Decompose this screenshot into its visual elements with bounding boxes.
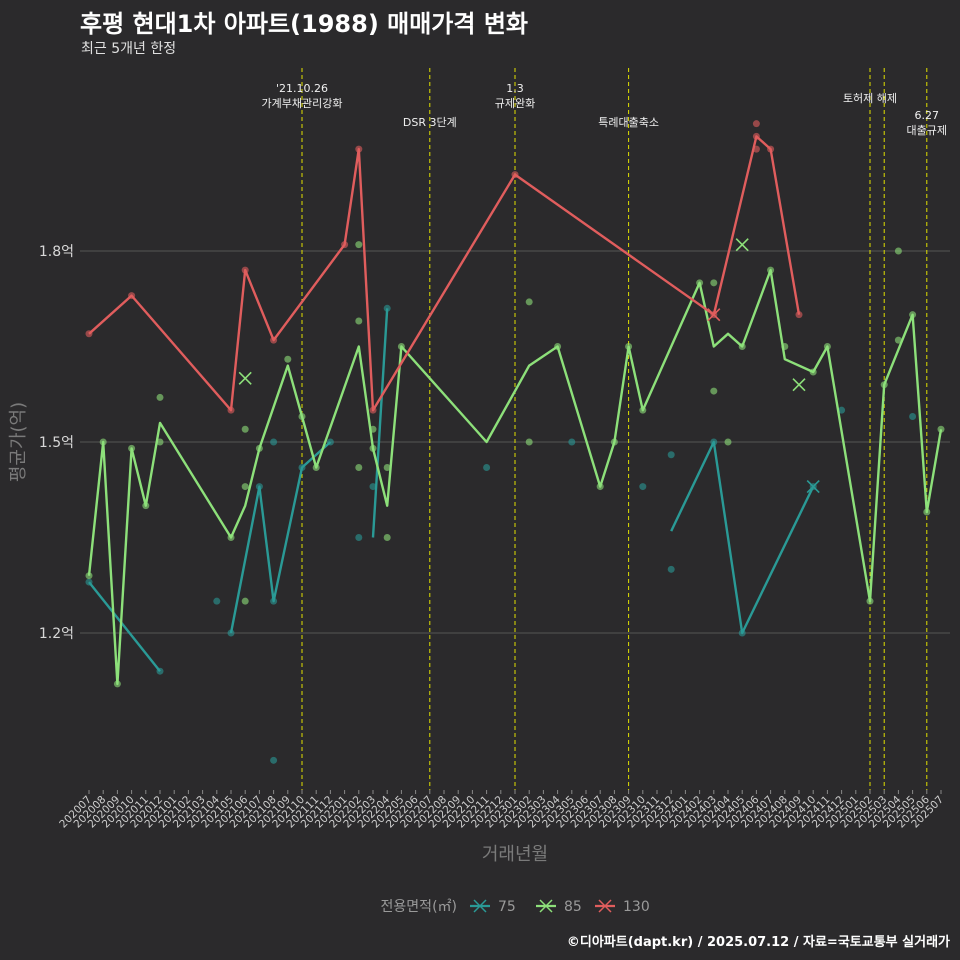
legend-item-130: 130	[595, 899, 650, 915]
legend-title: 전용면적(㎡)	[381, 899, 457, 915]
y-tick-label: 1.8억	[39, 244, 74, 260]
cross-marker-85	[735, 238, 749, 252]
y-tick-label: 1.5억	[39, 435, 74, 451]
data-point-85	[710, 279, 718, 287]
data-point-75	[483, 463, 491, 471]
data-point-85	[284, 355, 292, 363]
chart-title: 후평 현대1차 아파트(1988) 매매가격 변화	[80, 10, 528, 38]
data-point-85	[241, 597, 249, 605]
cross-marker-85	[792, 378, 806, 392]
legend-label: 130	[623, 899, 650, 915]
data-point-130	[752, 120, 760, 128]
y-axis-title: 평균가(억)	[8, 402, 29, 482]
x-axis-title: 거래년월	[482, 844, 548, 865]
data-point-75	[667, 451, 675, 459]
data-point-85	[383, 463, 391, 471]
data-point-85	[525, 438, 533, 446]
data-point-75	[383, 304, 391, 312]
data-point-75	[639, 483, 647, 491]
legend-key-cross	[598, 899, 612, 913]
data-point-75	[568, 438, 576, 446]
series-line-75	[670, 440, 815, 635]
legend-item-85: 85	[536, 899, 582, 915]
y-tick-label: 1.2억	[39, 626, 74, 642]
event-label: 6.27 대출규제	[907, 109, 947, 137]
cross-marker-85	[238, 371, 252, 385]
cross-stroke	[792, 378, 806, 392]
data-point-75	[213, 597, 221, 605]
data-point-75	[667, 565, 675, 573]
data-point-85	[156, 438, 164, 446]
data-point-85	[383, 534, 391, 542]
cross-marker-75	[806, 480, 820, 494]
series-line-75	[88, 581, 161, 672]
data-point-85	[355, 241, 363, 249]
data-point-75	[270, 438, 278, 446]
event-label: '21.10.26 가계부채관리강화	[262, 82, 343, 110]
series-line-85	[87, 268, 943, 686]
source-caption: ©디아파트(dapt.kr) / 2025.07.12 / 자료=국토교통부 실…	[566, 935, 950, 950]
series-line-75	[371, 308, 389, 538]
data-point-75	[909, 413, 917, 421]
data-point-85	[894, 247, 902, 255]
cross-stroke	[735, 238, 749, 252]
data-point-85	[355, 317, 363, 325]
event-label: 토허제 해제	[843, 91, 897, 105]
data-point-85	[894, 336, 902, 344]
data-point-85	[525, 298, 533, 306]
data-point-85	[156, 393, 164, 401]
data-point-85	[241, 425, 249, 433]
data-point-75	[270, 756, 278, 764]
series-line-130	[88, 135, 801, 412]
cross-stroke	[238, 371, 252, 385]
cross-marker-130	[707, 308, 721, 322]
series-line-75	[229, 441, 332, 634]
legend-label: 75	[498, 899, 516, 915]
data-point-85	[937, 425, 945, 433]
event-label: DSR 3단계	[403, 116, 457, 129]
data-point-75	[369, 483, 377, 491]
data-point-85	[241, 483, 249, 491]
data-point-85	[710, 387, 718, 395]
data-point-85	[85, 572, 93, 580]
data-point-75	[838, 406, 846, 414]
data-point-85	[355, 463, 363, 471]
legend-key-cross	[473, 899, 487, 913]
event-label: 1.3 규제완화	[495, 82, 535, 110]
cross-stroke	[806, 480, 820, 494]
legend-label: 85	[564, 899, 582, 915]
chart-subtitle: 최근 5개년 한정	[81, 41, 177, 57]
event-label: 특례대출축소	[598, 116, 659, 129]
legend-item-75: 75	[470, 899, 516, 915]
data-point-75	[355, 534, 363, 542]
cross-stroke	[707, 308, 721, 322]
data-point-85	[724, 438, 732, 446]
legend-key-cross	[539, 899, 553, 913]
data-point-75	[227, 629, 235, 637]
